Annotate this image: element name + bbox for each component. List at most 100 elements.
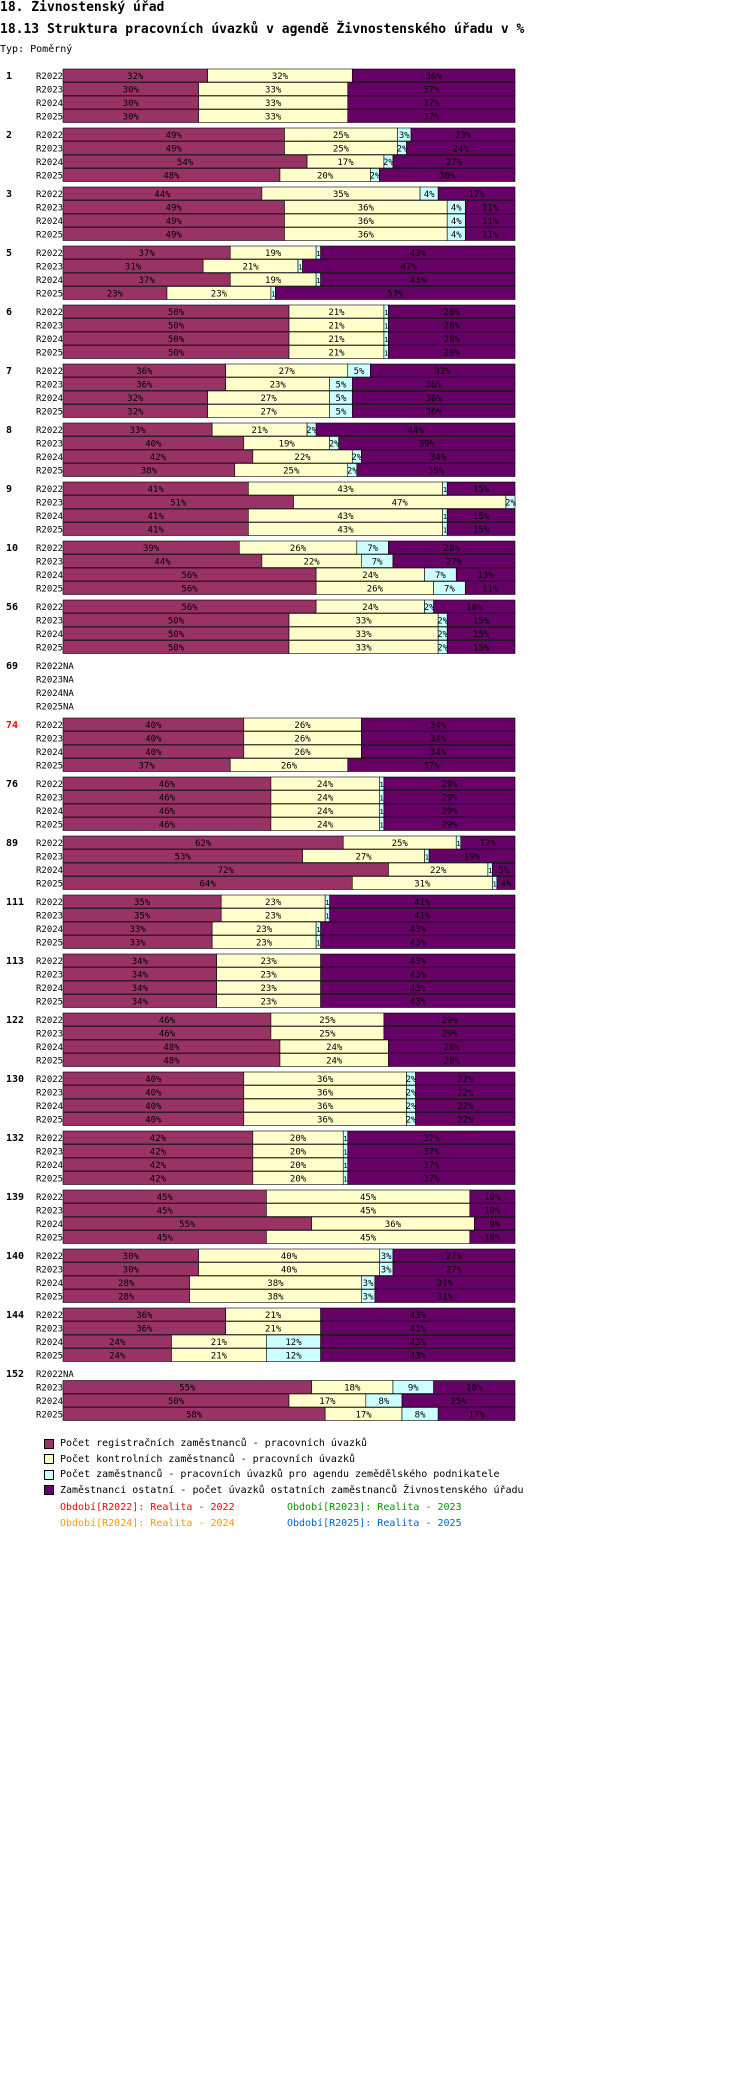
row-year-label: R2022	[36, 721, 63, 731]
bar-segment-other	[446, 640, 516, 654]
bar-segment-other	[320, 1334, 516, 1349]
data-label: 17%	[355, 1411, 372, 1421]
bar-segment-other	[275, 286, 516, 300]
data-label: 40%	[145, 748, 162, 758]
group-label: 9	[6, 484, 12, 495]
legend-item: Počet zaměstnanců - pracovních úvazků pr…	[44, 1469, 500, 1480]
row-year-label: R2023	[36, 1266, 63, 1276]
data-label: 1	[316, 926, 320, 934]
data-label: 1	[443, 513, 447, 521]
data-label: 39%	[419, 440, 436, 450]
data-label: 17%	[319, 1397, 336, 1407]
row-year-label: R2023	[36, 794, 63, 804]
data-label: 35%	[134, 898, 151, 908]
row-year-label: R2022	[36, 957, 63, 967]
row-year-label: R2023	[36, 1089, 63, 1099]
data-label: 36%	[426, 394, 443, 404]
data-label: 34%	[132, 971, 149, 981]
row-year-label: R2023	[36, 204, 63, 214]
data-label: 27%	[261, 408, 278, 418]
data-label: 10%	[484, 1193, 501, 1203]
row-year-label: R2025	[36, 172, 63, 182]
bar-segment-other	[415, 1098, 516, 1113]
data-label: 46%	[159, 794, 176, 804]
data-label: 43%	[410, 984, 427, 994]
data-label: 45%	[157, 1193, 174, 1203]
data-label: 9%	[408, 1384, 419, 1394]
row-year-label: R2023	[36, 1030, 63, 1040]
group-label: 113	[6, 956, 24, 967]
data-label: 26%	[367, 585, 384, 595]
data-label: 45%	[360, 1234, 377, 1244]
legend-item: Počet registračních zaměstnanců - pracov…	[44, 1438, 367, 1449]
data-label: 22%	[430, 866, 447, 876]
data-label: 2%	[397, 145, 408, 155]
bar-segment-other	[361, 744, 516, 759]
data-label: 1	[488, 867, 492, 875]
row-year-label: R2025	[36, 1293, 63, 1303]
data-label: 5%	[336, 381, 347, 391]
bar-segment-other	[347, 82, 516, 96]
data-label: 21%	[242, 263, 259, 273]
data-label: 2%	[437, 617, 448, 627]
group-label: 130	[6, 1074, 24, 1085]
data-label: 48%	[163, 172, 180, 182]
row-year-label: R2023	[36, 912, 63, 922]
bar-segment-other	[446, 522, 516, 536]
bar-segment-agriculture	[505, 495, 516, 509]
row-year-label: R2024	[36, 99, 63, 109]
data-label: 9%	[489, 1220, 500, 1230]
bar-segment-other	[320, 980, 516, 995]
data-label: 43%	[410, 998, 427, 1008]
row-year-label: R2025	[36, 644, 63, 654]
data-label: 47%	[401, 263, 418, 273]
bar-segment-other	[338, 436, 516, 450]
data-label: 36%	[317, 1089, 334, 1099]
section-title: 18. Živnostenský úřad	[0, 0, 165, 15]
group-label: 8	[6, 425, 12, 436]
data-label: 10%	[484, 1234, 501, 1244]
bar-segment-other	[392, 554, 516, 568]
data-label: 33%	[129, 426, 146, 436]
data-label: 1	[384, 323, 388, 331]
data-label: 21%	[251, 426, 268, 436]
bar-segment-other	[361, 731, 516, 745]
data-label: 22%	[294, 453, 311, 463]
data-label: 42%	[150, 1134, 167, 1144]
data-label: 37%	[138, 249, 155, 259]
data-label: 1	[456, 840, 460, 848]
data-label: 38%	[141, 467, 158, 477]
bar-segment-other	[374, 1275, 516, 1290]
data-label: 50%	[168, 644, 185, 654]
data-label: 32%	[435, 367, 452, 377]
bar-segment-other	[320, 921, 516, 936]
data-label: 22%	[457, 1116, 474, 1126]
data-label: 30%	[123, 1252, 140, 1262]
data-label: 23%	[256, 939, 273, 949]
data-label: 43%	[410, 1352, 427, 1362]
bar-segment-other	[496, 876, 516, 890]
data-label: 34%	[430, 721, 447, 731]
group-label: 74	[6, 720, 18, 731]
data-label: 49%	[166, 145, 183, 155]
row-year-label: R2022	[36, 426, 63, 436]
data-label: 34%	[430, 748, 447, 758]
data-label: 20%	[290, 1134, 307, 1144]
bar-segment-other	[410, 127, 516, 142]
bar-segment-other	[351, 68, 516, 83]
data-label: 7%	[372, 558, 383, 568]
data-label: 24%	[362, 571, 379, 581]
legend-item: Počet kontrolních zaměstnanců - pracovní…	[44, 1454, 355, 1465]
group-label: 6	[6, 307, 12, 318]
data-label: 22%	[457, 1089, 474, 1099]
bar-segment-other	[469, 1203, 516, 1217]
row-year-label: R2022	[36, 249, 63, 259]
bar-segment-other	[302, 259, 516, 273]
data-label: 28%	[444, 335, 461, 345]
chart-title: 18.13 Struktura pracovních úvazků v agen…	[0, 22, 525, 37]
data-label: 22%	[457, 1102, 474, 1112]
data-label: 44%	[154, 190, 171, 200]
data-label: 50%	[168, 630, 185, 640]
data-label: 28%	[444, 322, 461, 332]
data-label: 46%	[159, 821, 176, 831]
